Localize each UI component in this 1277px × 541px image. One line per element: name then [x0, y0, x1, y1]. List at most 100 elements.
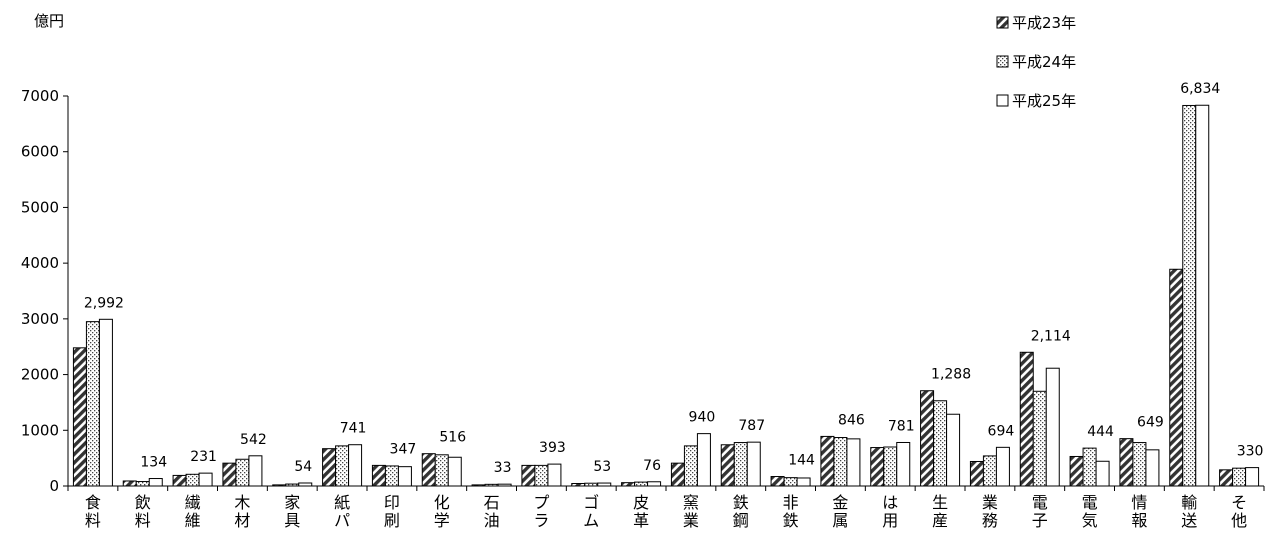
x-tick-label-char: 窯: [683, 493, 699, 512]
bar-1-2: [122, 480, 137, 487]
y-tick-label: 0: [49, 477, 59, 495]
x-tick-label-char: 材: [234, 511, 250, 530]
bar-3-24: [1245, 467, 1260, 487]
bar-3-20: [1045, 367, 1060, 487]
bar-3-13: [696, 433, 711, 487]
data-label: 741: [340, 421, 367, 437]
x-tick-label: 窯業: [683, 493, 699, 530]
x-tick-label-char: 繊: [185, 493, 201, 512]
data-label: 542: [240, 432, 267, 448]
x-tick-label-char: 用: [882, 511, 898, 530]
legend: 平成23年 平成24年 平成25年: [996, 14, 1076, 110]
y-tick-label: 6000: [21, 143, 59, 161]
bar-1-10: [521, 464, 536, 487]
x-tick-label-char: 革: [633, 511, 649, 530]
x-tick-label: 生産: [932, 493, 948, 530]
bar-2-16: [833, 437, 848, 487]
x-tick-label-char: 木: [234, 493, 250, 512]
x-tick-label-char: 印: [384, 493, 400, 512]
data-label: 2,114: [1031, 328, 1071, 344]
bar-3-10: [547, 463, 562, 487]
bar-1-12: [621, 482, 636, 487]
x-tick-label-char: 料: [85, 511, 101, 530]
bar-1-16: [820, 435, 835, 487]
x-tick-label-char: 石: [484, 493, 500, 512]
data-label: 393: [539, 440, 566, 456]
data-label: 6,834: [1180, 81, 1220, 97]
bar-2-10: [534, 464, 549, 487]
x-tick-label-char: 業: [982, 493, 998, 512]
bar-2-6: [335, 445, 350, 487]
x-tick-label: 鉄鋼: [733, 493, 749, 530]
x-tick-label-char: 鉄: [783, 511, 799, 530]
bar-1-18: [920, 390, 935, 487]
bar-3-12: [647, 481, 662, 487]
y-tick-label: 3000: [21, 310, 59, 328]
bars: [72, 104, 1260, 487]
bar-2-14: [733, 442, 748, 487]
bar-2-18: [933, 400, 948, 487]
bar-1-17: [870, 447, 885, 487]
x-tick-label-char: 具: [284, 511, 300, 530]
x-tick-label-char: 非: [783, 493, 799, 512]
data-label: 33: [494, 460, 512, 476]
y-axis: 0 1000 2000 3000 4000 5000 6000 7000: [21, 87, 69, 495]
bar-3-7: [397, 466, 412, 487]
bar-3-15: [796, 477, 811, 487]
x-tick-label-char: ラ: [533, 511, 549, 530]
bar-2-4: [235, 458, 250, 487]
bar-3-21: [1095, 460, 1110, 487]
data-label: 53: [593, 459, 611, 475]
bar-3-23: [1195, 104, 1210, 487]
bar-1-22: [1119, 438, 1134, 487]
bar-1-6: [322, 448, 337, 487]
x-tick-label-char: 皮: [633, 493, 649, 512]
legend-swatch-h24: [996, 55, 1009, 68]
bar-2-21: [1082, 447, 1097, 487]
data-label: 347: [390, 441, 417, 457]
legend-label-h23: 平成23年: [1012, 14, 1076, 32]
bar-1-3: [172, 474, 187, 487]
x-tick-label: 食料: [85, 493, 101, 530]
y-tick-label: 5000: [21, 198, 59, 216]
legend-swatch-h25: [996, 94, 1009, 107]
data-label: 54: [294, 459, 312, 475]
x-tick-label: 石油: [484, 493, 500, 530]
x-tick-label-char: 生: [932, 493, 948, 512]
y-axis-unit-label: 億円: [34, 12, 64, 30]
bar-2-24: [1232, 467, 1247, 487]
x-tick-label-char: パ: [334, 511, 350, 530]
bar-3-8: [447, 456, 462, 487]
data-label: 649: [1137, 415, 1164, 431]
bar-2-1: [85, 321, 100, 487]
x-tick-label-char: 食: [85, 493, 101, 512]
x-tick-label: は用: [882, 493, 898, 530]
bar-3-19: [995, 446, 1010, 487]
x-tick-label-char: ゴ: [583, 493, 599, 512]
bar-3-3: [198, 472, 213, 487]
bar-2-19: [982, 455, 997, 487]
x-tick-label-char: 他: [1231, 511, 1247, 530]
bar-2-23: [1182, 104, 1197, 487]
x-tick-label-char: 紙: [334, 493, 350, 512]
x-tick-label: 電子: [1032, 493, 1048, 530]
bar-1-24: [1219, 469, 1234, 487]
x-tick-label-char: 電: [1082, 493, 1098, 512]
bar-3-16: [846, 438, 861, 487]
x-tick-label-char: 情: [1131, 493, 1147, 512]
bar-2-2: [135, 481, 150, 487]
y-tick-label: 4000: [21, 254, 59, 272]
bar-2-17: [883, 446, 898, 487]
x-tick-label: 飲料: [135, 493, 151, 530]
x-tick-label-char: 業: [683, 511, 699, 530]
y-tick-label: 2000: [21, 366, 59, 384]
x-tick-label: 印刷: [384, 493, 400, 530]
bar-1-20: [1019, 351, 1034, 487]
x-tick-label: 家具: [284, 493, 300, 530]
bar-1-21: [1069, 455, 1084, 487]
x-tick-label-char: 飲: [135, 493, 151, 512]
data-label: 144: [788, 453, 815, 469]
x-tick-label-char: 気: [1082, 511, 1098, 530]
bar-2-3: [185, 473, 200, 487]
